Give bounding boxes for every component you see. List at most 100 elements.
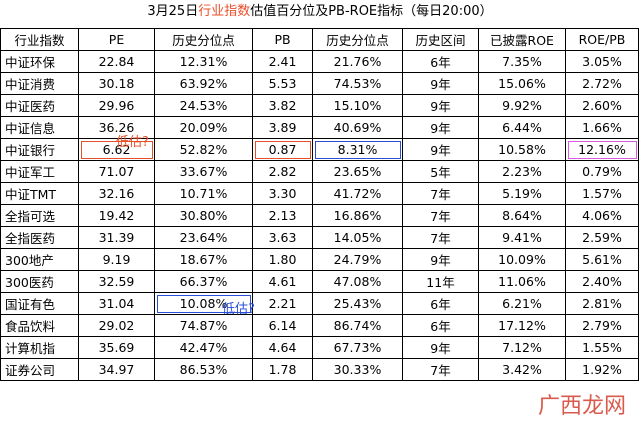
value-cell: 3.89 — [252, 116, 313, 139]
value-cell: 3.42% — [478, 358, 566, 381]
annotation-low-blue: 低估? — [222, 302, 255, 317]
value-cell: 4.06% — [565, 204, 639, 227]
watermark-logo: 广西龙网 — [537, 394, 626, 419]
value-cell: 5.53 — [252, 72, 313, 95]
value-cell: 6.14 — [252, 314, 313, 337]
value-cell: 86.53% — [154, 358, 253, 381]
table-row: 全指可选 19.42 30.80% 2.13 16.86% 7年 8.64% 4.06% — [0, 204, 639, 227]
value-cell: 31.04 — [78, 292, 155, 315]
index-name-cell: 全指可选 — [0, 204, 79, 227]
header-cell: PE — [78, 28, 155, 51]
value-cell: 10.09% — [478, 248, 566, 271]
value-cell: 67.73% — [312, 336, 403, 359]
value-cell: 11.06% — [478, 270, 566, 293]
value-cell: 3.05% — [565, 50, 639, 73]
header-cell: 历史分位点 — [312, 28, 403, 51]
value-cell: 40.69% — [312, 116, 403, 139]
value-cell: 2.82 — [252, 160, 313, 183]
value-cell: 23.65% — [312, 160, 403, 183]
value-cell: 2.41 — [252, 50, 313, 73]
value-cell: 66.37% — [154, 270, 253, 293]
value-cell: 7.12% — [478, 336, 566, 359]
value-cell: 14.05% — [312, 226, 403, 249]
table-row: 中证TMT 32.16 10.71% 3.30 41.72% 7年 5.19% 1.57% — [0, 182, 639, 205]
title-suffix: 估值百分位及PB-ROE指标（每日20:00） — [250, 4, 493, 19]
value-cell: 7年 — [402, 204, 479, 227]
value-cell: 22.84 — [78, 50, 155, 73]
value-cell: 1.92% — [565, 358, 639, 381]
table-row: 计算机指 35.69 42.47% 4.64 67.73% 9年 7.12% 1.55% — [0, 336, 639, 359]
value-cell: 10.71% — [154, 182, 253, 205]
table-row: 证券公司 34.97 86.53% 1.78 30.33% 7年 3.42% 1.92% — [0, 358, 639, 381]
table-row: 中证银行 6.62 52.82% 0.87 8.31% 9年 10.58% 12.16% — [0, 138, 639, 161]
title-highlight: 行业指数 — [198, 4, 251, 19]
value-cell: 0.87 — [252, 138, 313, 161]
value-cell: 86.74% — [312, 314, 403, 337]
value-cell: 4.64 — [252, 336, 313, 359]
value-cell: 9年 — [402, 72, 479, 95]
table-header-row: 行业指数 PE 历史分位点 PB 历史分位点 历史区间 已披露ROE ROE/PB — [0, 28, 639, 51]
value-cell: 0.79% — [565, 160, 639, 183]
value-cell: 10.58% — [478, 138, 566, 161]
value-cell: 1.78 — [252, 358, 313, 381]
index-name-cell: 中证军工 — [0, 160, 79, 183]
value-cell: 30.18 — [78, 72, 155, 95]
value-cell: 9.19 — [78, 248, 155, 271]
value-cell: 29.96 — [78, 94, 155, 117]
index-name-cell: 全指医药 — [0, 226, 79, 249]
index-name-cell: 300医药 — [0, 270, 79, 293]
value-cell: 29.02 — [78, 314, 155, 337]
value-cell: 6.44% — [478, 116, 566, 139]
value-cell: 1.57% — [565, 182, 639, 205]
value-cell: 6年 — [402, 50, 479, 73]
value-cell: 2.21 — [252, 292, 313, 315]
value-cell: 34.97 — [78, 358, 155, 381]
table-body: 中证环保 22.84 12.31% 2.41 21.76% 6年 7.35% 3.05% 中证消… — [0, 50, 639, 381]
value-cell: 21.76% — [312, 50, 403, 73]
index-name-cell: 中证TMT — [0, 182, 79, 205]
table-row: 中证医药 29.96 24.53% 3.82 15.10% 9年 9.92% 2.60% — [0, 94, 639, 117]
table-row: 300地产 9.19 18.67% 1.80 24.79% 9年 10.09% 5.61% — [0, 248, 639, 271]
value-cell: 33.67% — [154, 160, 253, 183]
value-cell: 1.55% — [565, 336, 639, 359]
table-row: 国证有色 31.04 10.08% 2.21 25.43% 6年 6.21% 2.81% — [0, 292, 639, 315]
value-cell: 74.87% — [154, 314, 253, 337]
value-cell: 2.59% — [565, 226, 639, 249]
index-name-cell: 证券公司 — [0, 358, 79, 381]
value-cell: 2.40% — [565, 270, 639, 293]
index-name-cell: 国证有色 — [0, 292, 79, 315]
value-cell: 7年 — [402, 358, 479, 381]
header-cell: 历史区间 — [402, 28, 479, 51]
value-cell: 52.82% — [154, 138, 253, 161]
value-cell: 41.72% — [312, 182, 403, 205]
header-cell: 历史分位点 — [154, 28, 253, 51]
title-prefix: 3月25日 — [147, 4, 199, 19]
value-cell: 30.80% — [154, 204, 253, 227]
value-cell: 2.72% — [565, 72, 639, 95]
value-cell: 3.63 — [252, 226, 313, 249]
table-row: 食品饮料 29.02 74.87% 6.14 86.74% 6年 17.12% 2.79% — [0, 314, 639, 337]
value-cell: 74.53% — [312, 72, 403, 95]
value-cell: 23.64% — [154, 226, 253, 249]
value-cell: 31.39 — [78, 226, 155, 249]
value-cell: 11年 — [402, 270, 479, 293]
index-name-cell: 计算机指 — [0, 336, 79, 359]
valuation-table: 行业指数 PE 历史分位点 PB 历史分位点 历史区间 已披露ROE ROE/PB 中证环保 2… — [0, 28, 639, 381]
value-cell: 2.23% — [478, 160, 566, 183]
value-cell: 71.07 — [78, 160, 155, 183]
value-cell: 5年 — [402, 160, 479, 183]
value-cell: 3.82 — [252, 94, 313, 117]
value-cell: 20.09% — [154, 116, 253, 139]
value-cell: 15.06% — [478, 72, 566, 95]
index-name-cell: 300地产 — [0, 248, 79, 271]
value-cell: 1.66% — [565, 116, 639, 139]
value-cell: 9年 — [402, 116, 479, 139]
value-cell: 24.79% — [312, 248, 403, 271]
header-cell: 行业指数 — [0, 28, 79, 51]
value-cell: 1.80 — [252, 248, 313, 271]
value-cell: 2.13 — [252, 204, 313, 227]
value-cell: 5.61% — [565, 248, 639, 271]
value-cell: 2.60% — [565, 94, 639, 117]
table-row: 300医药 32.59 66.37% 4.61 47.08% 11年 11.06% 2.40% — [0, 270, 639, 293]
